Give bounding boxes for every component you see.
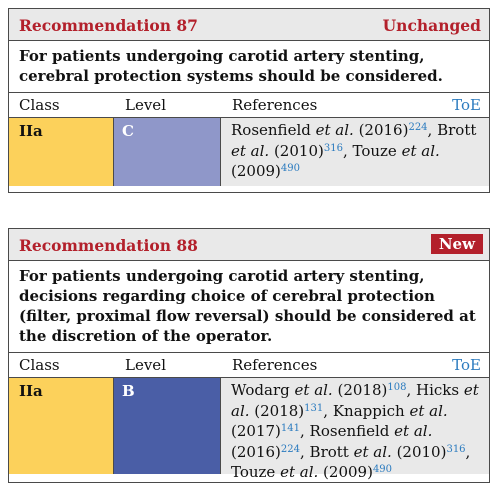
reference-author: Touze — [231, 463, 281, 481]
reference-number-link[interactable]: 141 — [280, 423, 300, 434]
reference-separator: , — [342, 141, 348, 160]
reference-etal: et al. — [401, 141, 440, 160]
reference-item: Brott et al. (2010)316, — [231, 121, 476, 160]
class-value: IIa — [19, 122, 43, 140]
recommendation-statement: For patients undergoing carotid artery s… — [9, 41, 489, 93]
reference-etal: et al. — [280, 463, 319, 481]
class-header: Class — [19, 96, 60, 114]
reference-year: (2016) — [353, 121, 409, 139]
class-header: Class — [19, 356, 60, 374]
reference-author: Brott — [437, 121, 477, 139]
reference-year: (2018) — [249, 401, 305, 420]
reference-author: Rosenfield — [309, 422, 395, 440]
reference-number-link[interactable]: 316 — [323, 142, 343, 154]
reference-item: Knappich et al. (2017)141, — [231, 402, 448, 441]
reference-separator: , — [299, 422, 305, 440]
reference-author: Knappich — [332, 401, 410, 420]
references-cell: Wodarg et al. (2018)108, Hicks et al. (2… — [221, 378, 489, 481]
reference-author: Wodarg — [231, 381, 295, 399]
reference-separator: , — [323, 401, 329, 420]
reference-author: Touze — [352, 141, 402, 160]
recommendation-statement: For patients undergoing carotid artery s… — [9, 261, 489, 353]
level-cell: B — [114, 378, 221, 474]
level-value: C — [122, 122, 134, 140]
reference-etal: et al. — [231, 141, 270, 160]
references-list: Wodarg et al. (2018)108, Hicks et al. (2… — [221, 378, 489, 483]
class-cell: IIa — [9, 118, 114, 186]
level-header: Level — [125, 96, 166, 114]
toe-link[interactable]: ToE — [452, 96, 481, 114]
recommendation-title: Recommendation 87 — [19, 16, 198, 35]
reference-item: Touze et al. (2009)490 — [231, 463, 392, 481]
reference-year: (2017) — [231, 422, 281, 440]
reference-item: Rosenfield et al. (2016)224, — [231, 422, 432, 461]
reference-author: Hicks — [416, 381, 464, 399]
reference-separator: , — [465, 442, 471, 461]
reference-number-link[interactable]: 316 — [446, 443, 466, 455]
reference-etal: et al. — [294, 381, 333, 399]
data-row: IIa B Wodarg et al. (2018)108, Hicks et … — [9, 378, 489, 481]
reference-year: (2010) — [391, 442, 447, 461]
reference-etal: et al. — [409, 401, 448, 420]
references-header: References — [232, 96, 318, 114]
level-header: Level — [125, 356, 166, 374]
reference-year: (2018) — [332, 381, 388, 399]
reference-year: (2009) — [318, 463, 373, 481]
status-badge: New — [430, 234, 483, 254]
reference-number-link[interactable]: 490 — [280, 163, 300, 174]
reference-etal: et al. — [231, 381, 479, 420]
level-value: B — [122, 382, 135, 400]
class-cell: IIa — [9, 378, 114, 474]
reference-etal: et al. — [353, 442, 392, 461]
references-cell: Rosenfield et al. (2016)224, Brott et al… — [221, 118, 489, 186]
reference-item: Brott et al. (2010)316, — [310, 443, 471, 461]
reference-year: (2009) — [231, 162, 281, 180]
data-row: IIa C Rosenfield et al. (2016)224, Brott… — [9, 118, 489, 186]
level-cell: C — [114, 118, 221, 186]
recommendation-header: Recommendation 88 New — [9, 229, 489, 261]
recommendation-title: Recommendation 88 — [19, 236, 198, 255]
toe-link[interactable]: ToE — [452, 356, 481, 374]
column-header-row: Class Level References ToE — [9, 93, 489, 118]
reference-number-link[interactable]: 224 — [280, 443, 300, 455]
reference-etal: et al. — [315, 121, 354, 139]
reference-separator: , — [299, 442, 305, 461]
reference-separator: , — [427, 121, 433, 139]
reference-item: Wodarg et al. (2018)108, — [231, 381, 411, 399]
reference-number-link[interactable]: 108 — [387, 382, 407, 393]
reference-item: Hicks et al. (2018)131, — [231, 381, 479, 420]
reference-year: (2016) — [231, 442, 281, 461]
column-header-row: Class Level References ToE — [9, 353, 489, 378]
reference-author: Brott — [309, 442, 354, 461]
references-header: References — [232, 356, 318, 374]
reference-author: Rosenfield — [231, 121, 316, 139]
recommendation-header: Recommendation 87 Unchanged — [9, 9, 489, 41]
recommendation-88-box: Recommendation 88 New For patients under… — [8, 228, 490, 483]
reference-item: Touze et al. (2009)490 — [231, 142, 440, 181]
reference-item: Rosenfield et al. (2016)224, — [231, 121, 432, 139]
references-list: Rosenfield et al. (2016)224, Brott et al… — [221, 118, 489, 182]
reference-number-link[interactable]: 224 — [408, 122, 428, 133]
reference-separator: , — [406, 381, 412, 399]
reference-year: (2010) — [269, 141, 324, 160]
reference-number-link[interactable]: 131 — [304, 402, 324, 414]
reference-number-link[interactable]: 490 — [372, 464, 393, 475]
reference-etal: et al. — [394, 422, 433, 440]
recommendation-87-box: Recommendation 87 Unchanged For patients… — [8, 8, 490, 193]
class-value: IIa — [19, 382, 43, 400]
status-label: Unchanged — [382, 16, 481, 35]
